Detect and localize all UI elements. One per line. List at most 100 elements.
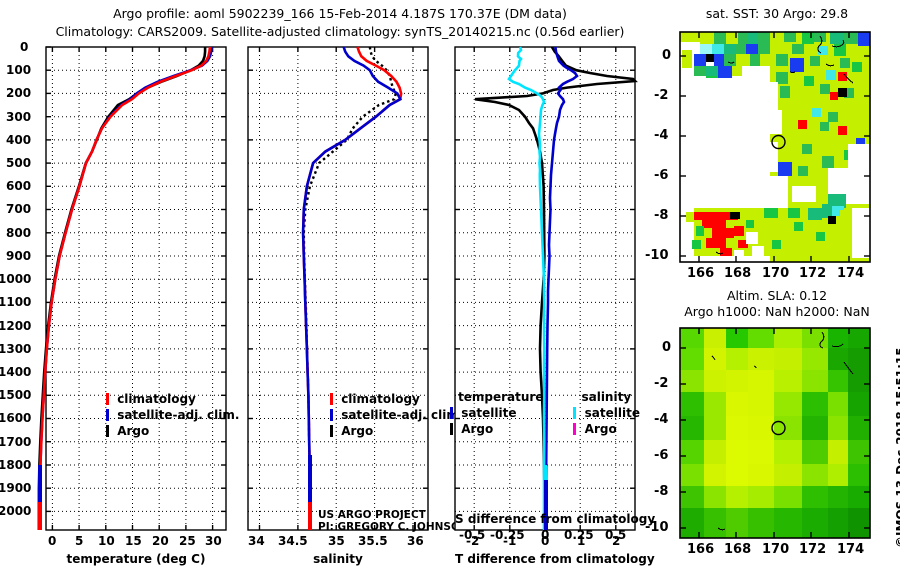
temperature-curves (37, 46, 213, 530)
xtick: 168 (724, 266, 752, 281)
legend-label: satellite (461, 406, 517, 420)
legend-swatch-t-argo (450, 423, 453, 435)
ticks (248, 47, 428, 530)
panel1-legend: climatology satellite-adj. clim. Argo (106, 392, 239, 438)
t-xtick: 0 (541, 534, 550, 548)
xtick: 34 (248, 534, 265, 548)
legend-entry: satellite (450, 406, 543, 420)
legend-entry: satellite (573, 406, 640, 420)
xtick: 36 (407, 534, 424, 548)
legend-entry: Argo (450, 422, 543, 436)
legend-swatch-s-satellite (573, 407, 577, 419)
ytick: -4 (654, 128, 669, 143)
legend-label: Argo (584, 422, 617, 436)
map-sla-title-line1: Altim. SLA: 0.12 (726, 288, 828, 303)
legend-swatch-satellite-adj (106, 409, 109, 421)
panel3-t-axis-label: T difference from climatology (455, 552, 655, 566)
legend-entry: Argo (106, 424, 239, 438)
xtick: 35 (328, 534, 345, 548)
legend-label: Argo (461, 422, 494, 436)
panel3-s-axis-label: S difference from climatology (455, 512, 656, 526)
legend-label: climatology (341, 392, 420, 406)
imos-timestamp: ©IMOS 13-Dec-2018 15:51:15 (894, 347, 900, 548)
ytick: -2 (654, 88, 669, 103)
panel1-xaxis-label: temperature (deg C) (66, 552, 206, 566)
argo-profile-marker (771, 134, 786, 150)
sla-pixel-field (680, 328, 870, 538)
plot-title-line1: Argo profile: aoml 5902239_166 15-Feb-20… (113, 6, 567, 21)
xtick: 10 (98, 534, 115, 548)
xtick: 5 (75, 534, 84, 548)
series-argo-dotted (302, 46, 398, 530)
s-xtick: 0 (541, 528, 550, 542)
legend-label: climatology (117, 392, 196, 406)
legend-swatch-argo (106, 425, 109, 437)
xtick: 34.5 (278, 534, 308, 548)
xtick: 0 (48, 534, 57, 548)
plot-title-line2: Climatology: CARS2009. Satellite-adjuste… (55, 24, 625, 39)
legend-entry: Argo (573, 422, 640, 436)
legend-label: satellite (584, 406, 640, 420)
xtick: 172 (799, 542, 827, 557)
xtick: 15 (125, 534, 142, 548)
ytick: -10 (645, 520, 669, 535)
grid-vertical (259, 47, 414, 530)
map-ticks (680, 328, 870, 538)
s-xtick: -0.5 (459, 528, 486, 542)
ytick: 0 (662, 340, 672, 355)
temperature-plot-area (37, 46, 227, 531)
xtick: 25 (179, 534, 196, 548)
legend-col-salinity: salinity satellite Argo (573, 390, 640, 436)
xtick: 170 (762, 542, 790, 557)
map-sla-title-line2: Argo h1000: NaN h2000: NaN (684, 304, 870, 319)
argo-profile-marker (771, 420, 786, 436)
plot-frame (45, 46, 227, 531)
legend-swatch-climatology (106, 393, 109, 405)
legend-label: satellite-adj. clim. (341, 408, 464, 422)
xtick: 166 (687, 266, 715, 281)
s-xtick: 0.5 (605, 528, 627, 542)
panel-temperature (0, 40, 240, 540)
ytick: -6 (654, 168, 669, 183)
map-ticks (680, 32, 870, 262)
ytick: -4 (654, 412, 669, 427)
map-sla-canvas (679, 327, 871, 539)
ytick: -2 (654, 376, 669, 391)
s-xtick: 0.25 (564, 528, 594, 542)
series-satellite-adj (301, 46, 403, 530)
grid-vertical (473, 47, 617, 530)
legend-entry: climatology (330, 392, 463, 406)
series-climatology (38, 46, 212, 530)
t-xtick: -2 (466, 534, 480, 548)
legend-col-temperature: temperature satellite Argo (450, 390, 543, 436)
ticks (46, 46, 226, 530)
ytick: 0 (662, 48, 672, 63)
project-credit-line1: US ARGO PROJECT (318, 509, 426, 521)
legend-entry: satellite-adj. clim. (106, 408, 239, 422)
legend-entry: Argo (330, 424, 463, 438)
panel-salinity (240, 40, 465, 540)
xtick: 30 (205, 534, 222, 548)
legend-entry: climatology (106, 392, 239, 406)
series-s-satellite (507, 46, 546, 530)
difference-curves (474, 46, 638, 530)
plot-frame (247, 46, 429, 531)
ytick: -8 (654, 208, 669, 223)
xtick: 172 (799, 266, 827, 281)
grid-vertical (51, 47, 214, 530)
t-xtick: 2 (612, 534, 621, 548)
legend-swatch-argo (330, 425, 333, 437)
legend-header: salinity (581, 390, 632, 404)
legend-header: temperature (458, 390, 544, 404)
map-frame (679, 31, 871, 263)
legend-swatch-s-argo (573, 423, 577, 435)
legend-entry: satellite-adj. clim. (330, 408, 463, 422)
ytick: -8 (654, 484, 669, 499)
legend-label: Argo (117, 424, 150, 438)
s-xtick: -0.25 (490, 528, 525, 542)
map-sst (672, 26, 887, 281)
xtick: 174 (837, 266, 865, 281)
series-t-satellite (544, 46, 579, 530)
map-frame (679, 327, 871, 539)
sst-pixel-field (680, 32, 870, 262)
